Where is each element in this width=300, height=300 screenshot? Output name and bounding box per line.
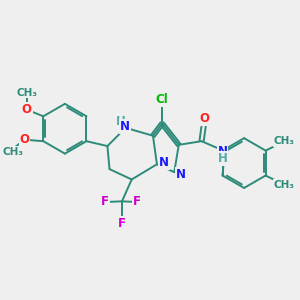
Text: N: N (120, 120, 130, 133)
Text: N: N (218, 145, 227, 158)
Text: CH₃: CH₃ (16, 88, 37, 98)
Text: F: F (118, 217, 126, 230)
Text: CH₃: CH₃ (274, 180, 295, 190)
Text: O: O (20, 133, 29, 146)
Text: F: F (133, 195, 141, 208)
Text: H: H (218, 152, 227, 165)
Text: H: H (116, 115, 126, 128)
Text: N: N (159, 156, 169, 169)
Text: N: N (176, 168, 186, 181)
Text: CH₃: CH₃ (2, 147, 23, 157)
Text: O: O (199, 112, 209, 124)
Text: O: O (22, 103, 32, 116)
Text: Cl: Cl (156, 93, 168, 106)
Text: F: F (101, 195, 109, 208)
Text: CH₃: CH₃ (274, 136, 295, 146)
